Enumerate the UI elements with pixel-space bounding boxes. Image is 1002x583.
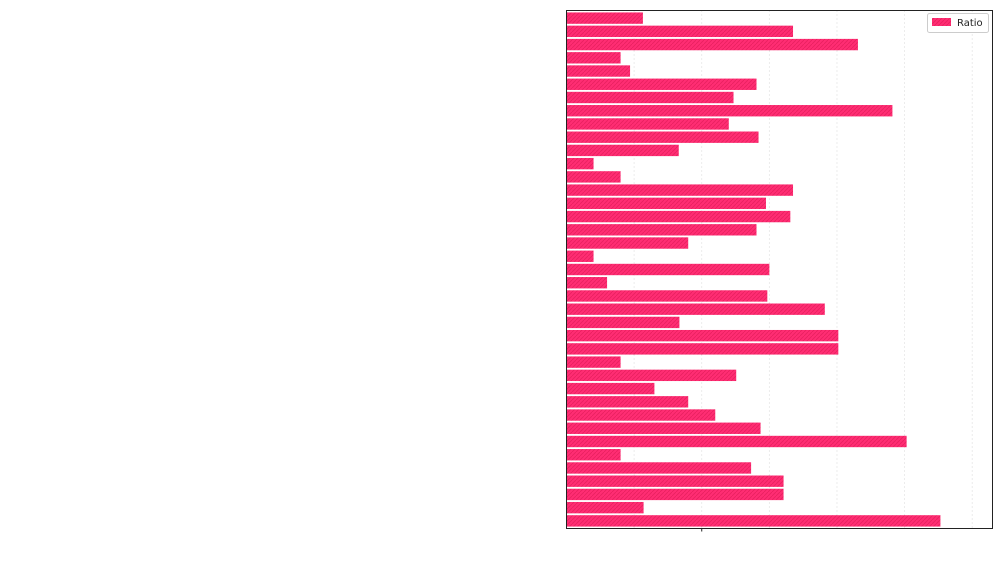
bar [566,515,941,527]
bar [566,144,679,157]
bar [566,369,737,382]
legend-swatch [932,18,951,26]
bar [566,382,655,395]
bar [566,290,768,302]
bar [566,303,825,315]
bar [566,105,893,117]
bar [566,25,794,38]
bar [566,475,784,487]
bar [566,488,784,501]
bar [566,197,766,210]
bar [566,12,643,24]
bar [566,171,621,183]
bar [566,237,689,249]
bar [566,250,594,262]
bar [566,78,757,90]
bar [566,449,621,461]
plot-frame [566,10,993,529]
bar [566,131,759,143]
bar [566,157,594,170]
legend-label: Ratio [957,18,983,29]
bar [566,91,734,104]
bar [566,52,621,64]
bar [566,263,770,276]
bar [566,184,794,196]
bar [566,422,761,434]
bar [566,409,716,421]
bar [566,118,729,130]
bar [566,356,621,368]
bar [566,38,858,51]
bar [566,343,839,355]
bars [566,12,941,527]
bar [566,329,839,342]
legend: Ratio [927,13,989,33]
bar [566,210,791,223]
bar [566,224,757,236]
bar [566,501,644,514]
bar [566,396,689,408]
bar [566,316,680,329]
bar [566,462,752,474]
bar [566,277,608,289]
bar [566,435,907,448]
bar [566,65,631,77]
